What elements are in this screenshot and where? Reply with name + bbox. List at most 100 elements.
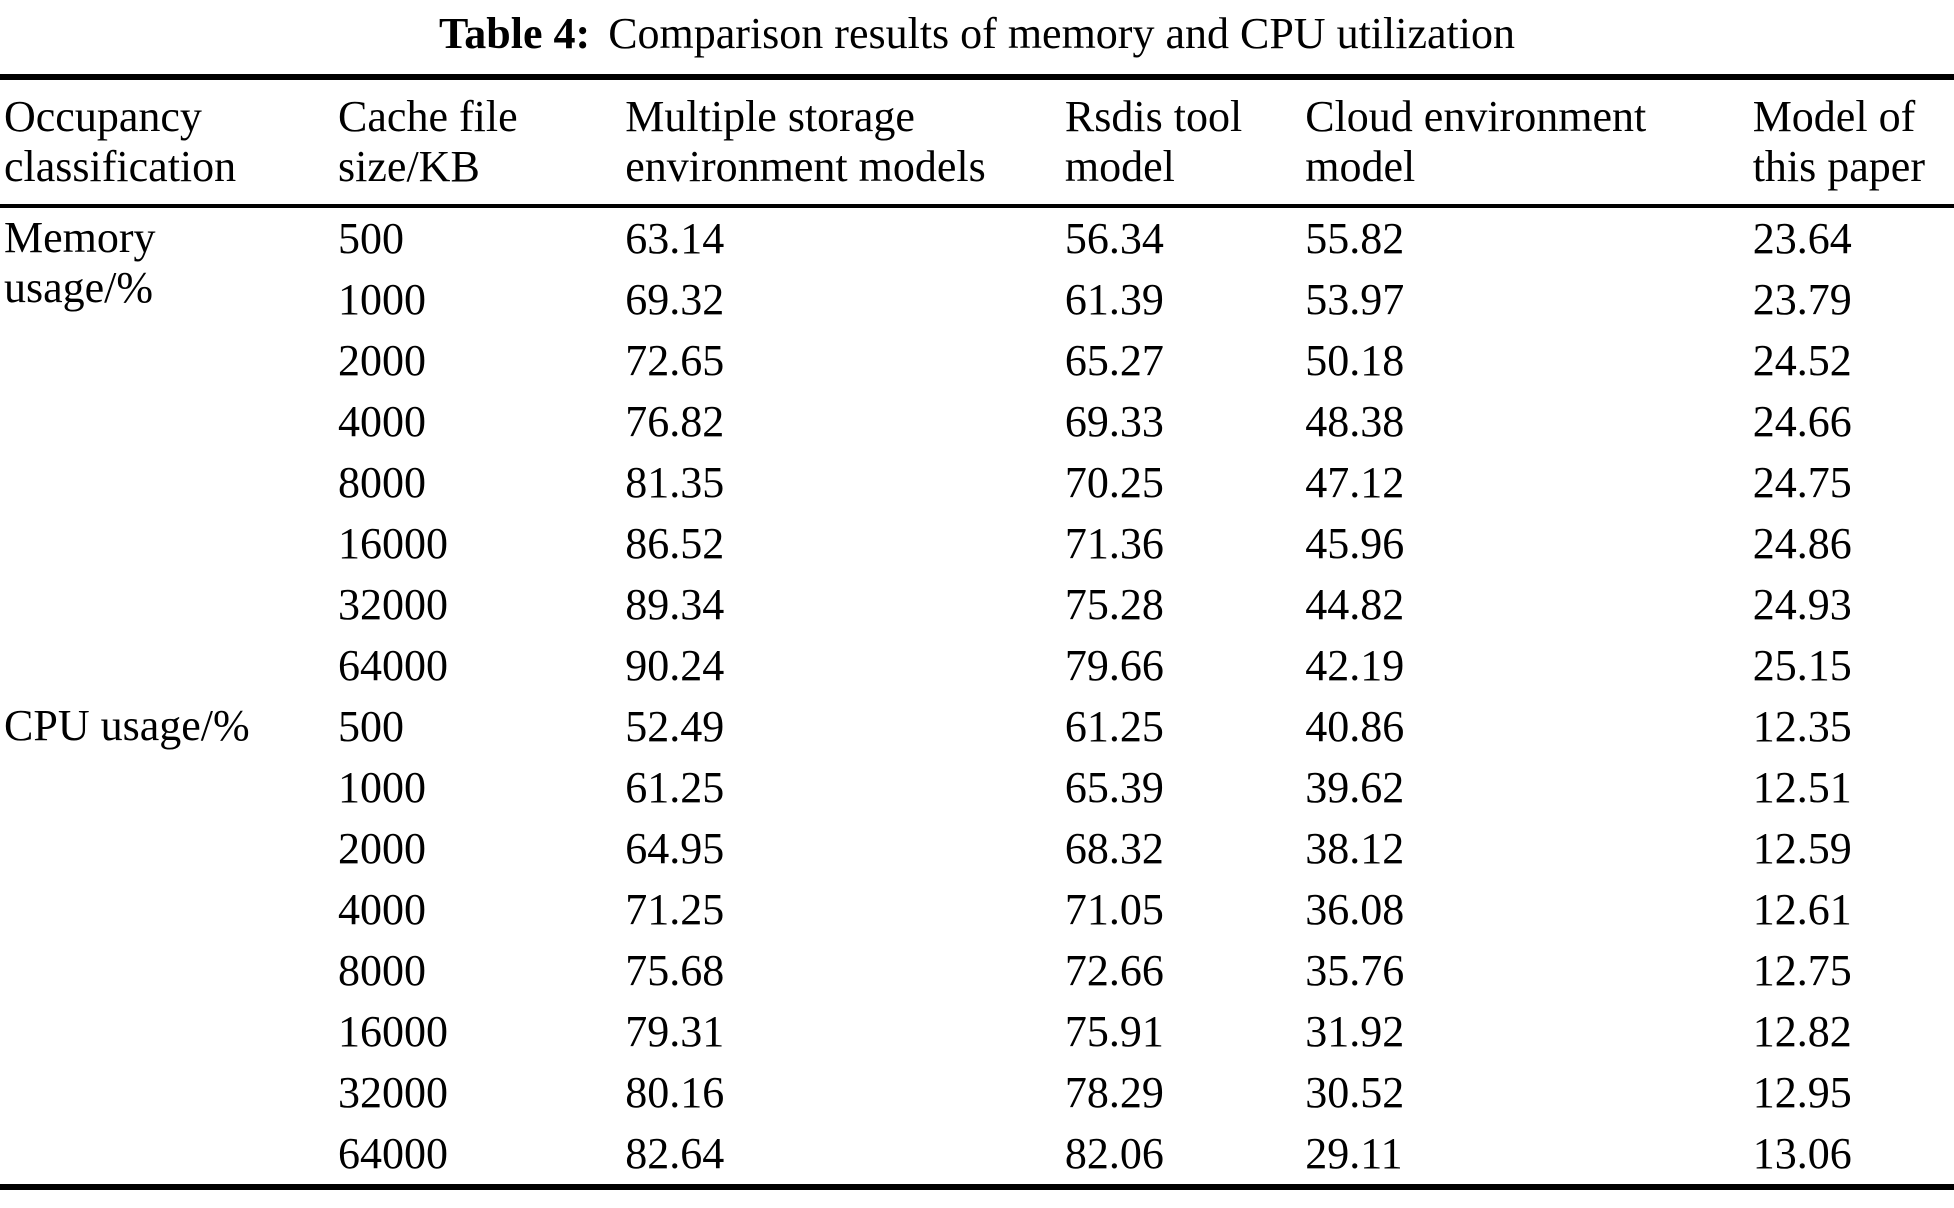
table-cell: 78.29 xyxy=(1064,1067,1164,1117)
table-cell: 82.64 xyxy=(625,1128,725,1178)
table-cell: 79.31 xyxy=(625,1006,725,1056)
table-cell: 12.59 xyxy=(1752,823,1852,873)
table-cell: 23.64 xyxy=(1752,213,1852,263)
table-cell: 90.24 xyxy=(625,640,725,690)
col-header-rsdis-tool-model: Rsdis tool model xyxy=(1064,77,1306,208)
table-cell: 500 xyxy=(338,701,405,751)
table-cell: 12.51 xyxy=(1752,762,1852,812)
comparison-table: Occupancy classification Cache file size… xyxy=(0,74,1954,1190)
table-cell: 36.08 xyxy=(1305,884,1405,934)
table-cell: 24.75 xyxy=(1752,457,1852,507)
table-cell: 24.86 xyxy=(1752,518,1852,568)
col-header-line: environment models xyxy=(625,142,986,191)
table-cell: 24.93 xyxy=(1752,579,1852,629)
table-cell: 39.62 xyxy=(1305,762,1405,812)
table-row: 64000 90.24 79.66 42.19 25.15 xyxy=(0,635,1954,696)
table-cell: 70.25 xyxy=(1064,457,1164,507)
table-cell: 71.25 xyxy=(625,884,725,934)
table-cell: 64.95 xyxy=(625,823,725,873)
table-cell: 24.66 xyxy=(1752,396,1852,446)
table-cell: 53.97 xyxy=(1305,274,1405,324)
table-cell: 24.52 xyxy=(1752,335,1852,385)
col-header-line: Rsdis tool xyxy=(1064,92,1243,141)
table-row: Memory usage/% 500 63.14 56.34 55.82 23.64 xyxy=(0,206,1954,312)
col-header-line: Model of xyxy=(1752,92,1916,141)
row-group-label: Memory usage/% xyxy=(0,206,338,696)
table-cell: 75.68 xyxy=(625,945,725,995)
table-cell: 50.18 xyxy=(1305,335,1405,385)
table-row: 32000 89.34 75.28 44.82 24.93 xyxy=(0,574,1954,635)
table-cell: 8000 xyxy=(338,945,427,995)
table-caption-label: Table 4: xyxy=(439,9,591,58)
table-cell: 16000 xyxy=(338,518,449,568)
col-header-line: model xyxy=(1064,142,1175,191)
row-group-label-line: Memory xyxy=(4,213,156,262)
table-cell: 4000 xyxy=(338,884,427,934)
row-group-label-line: usage/% xyxy=(4,263,154,312)
table-row: 32000 80.16 78.29 30.52 12.95 xyxy=(0,1062,1954,1123)
table-body: Memory usage/% 500 63.14 56.34 55.82 23.64 1000… xyxy=(0,206,1954,1187)
col-header-line: this paper xyxy=(1752,142,1925,191)
table-cell: 12.82 xyxy=(1752,1006,1852,1056)
table-cell: 13.06 xyxy=(1752,1128,1852,1178)
table-cell: 68.32 xyxy=(1064,823,1164,873)
table-cell: 71.36 xyxy=(1064,518,1164,568)
table-row: 16000 86.52 71.36 45.96 24.86 xyxy=(0,513,1954,574)
col-header-line: Multiple storage xyxy=(625,92,915,141)
table-cell: 76.82 xyxy=(625,396,725,446)
table-cell: 72.66 xyxy=(1064,945,1164,995)
col-header-model-of-this-paper: Model of this paper xyxy=(1752,77,1954,208)
col-header-multiple-storage-models: Multiple storage environment models xyxy=(625,77,1065,208)
table-cell: 56.34 xyxy=(1064,213,1164,263)
table-cell: 63.14 xyxy=(625,213,725,263)
table-row: 4000 76.82 69.33 48.38 24.66 xyxy=(0,391,1954,452)
table-row: 2000 72.65 65.27 50.18 24.52 xyxy=(0,330,1954,391)
table-cell: 48.38 xyxy=(1305,396,1405,446)
table-row: 1000 61.25 65.39 39.62 12.51 xyxy=(0,757,1954,818)
table-cell: 61.39 xyxy=(1064,274,1164,324)
table-cell: 55.82 xyxy=(1305,213,1405,263)
table-cell: 61.25 xyxy=(625,762,725,812)
table-cell: 38.12 xyxy=(1305,823,1405,873)
table-cell: 29.11 xyxy=(1305,1128,1403,1178)
table-cell: 1000 xyxy=(338,274,427,324)
table-row: 2000 64.95 68.32 38.12 12.59 xyxy=(0,818,1954,879)
table-cell: 80.16 xyxy=(625,1067,725,1117)
table-cell: 23.79 xyxy=(1752,274,1852,324)
table-header-row: Occupancy classification Cache file size… xyxy=(0,77,1954,208)
table-cell: 47.12 xyxy=(1305,457,1405,507)
table-cell: 1000 xyxy=(338,762,427,812)
col-header-line: Cloud environment xyxy=(1305,92,1647,141)
table-cell: 82.06 xyxy=(1064,1128,1164,1178)
table-cell: 16000 xyxy=(338,1006,449,1056)
col-header-occupancy-classification: Occupancy classification xyxy=(0,77,339,208)
table-row: 8000 75.68 72.66 35.76 12.75 xyxy=(0,940,1954,1001)
table-cell: 65.39 xyxy=(1064,762,1164,812)
table-cell: 25.15 xyxy=(1752,640,1852,690)
table-cell: 8000 xyxy=(338,457,427,507)
table-cell: 89.34 xyxy=(625,579,725,629)
table-cell: 40.86 xyxy=(1305,701,1405,751)
table-cell: 64000 xyxy=(338,640,449,690)
row-group-label-line: CPU usage/% xyxy=(4,701,250,750)
table-row: CPU usage/% 500 52.49 61.25 40.86 12.35 xyxy=(0,696,1954,757)
table-cell: 12.75 xyxy=(1752,945,1852,995)
table-cell: 42.19 xyxy=(1305,640,1405,690)
col-header-line: model xyxy=(1305,142,1416,191)
table-cell: 31.92 xyxy=(1305,1006,1405,1056)
table-cell: 64000 xyxy=(338,1128,449,1178)
table-cell: 61.25 xyxy=(1064,701,1164,751)
table-cell: 12.61 xyxy=(1752,884,1852,934)
table-row: 16000 79.31 75.91 31.92 12.82 xyxy=(0,1001,1954,1062)
col-header-line: classification xyxy=(4,142,237,191)
table-cell: 75.91 xyxy=(1064,1006,1164,1056)
table-cell: 12.95 xyxy=(1752,1067,1852,1117)
table-cell: 72.65 xyxy=(625,335,725,385)
table-cell: 81.35 xyxy=(625,457,725,507)
table-cell: 32000 xyxy=(338,579,449,629)
table-cell: 69.32 xyxy=(625,274,725,324)
col-header-line: Occupancy xyxy=(4,92,202,141)
table-row: 64000 82.64 82.06 29.11 13.06 xyxy=(0,1123,1954,1187)
table-cell: 69.33 xyxy=(1064,396,1164,446)
table-cell: 71.05 xyxy=(1064,884,1164,934)
